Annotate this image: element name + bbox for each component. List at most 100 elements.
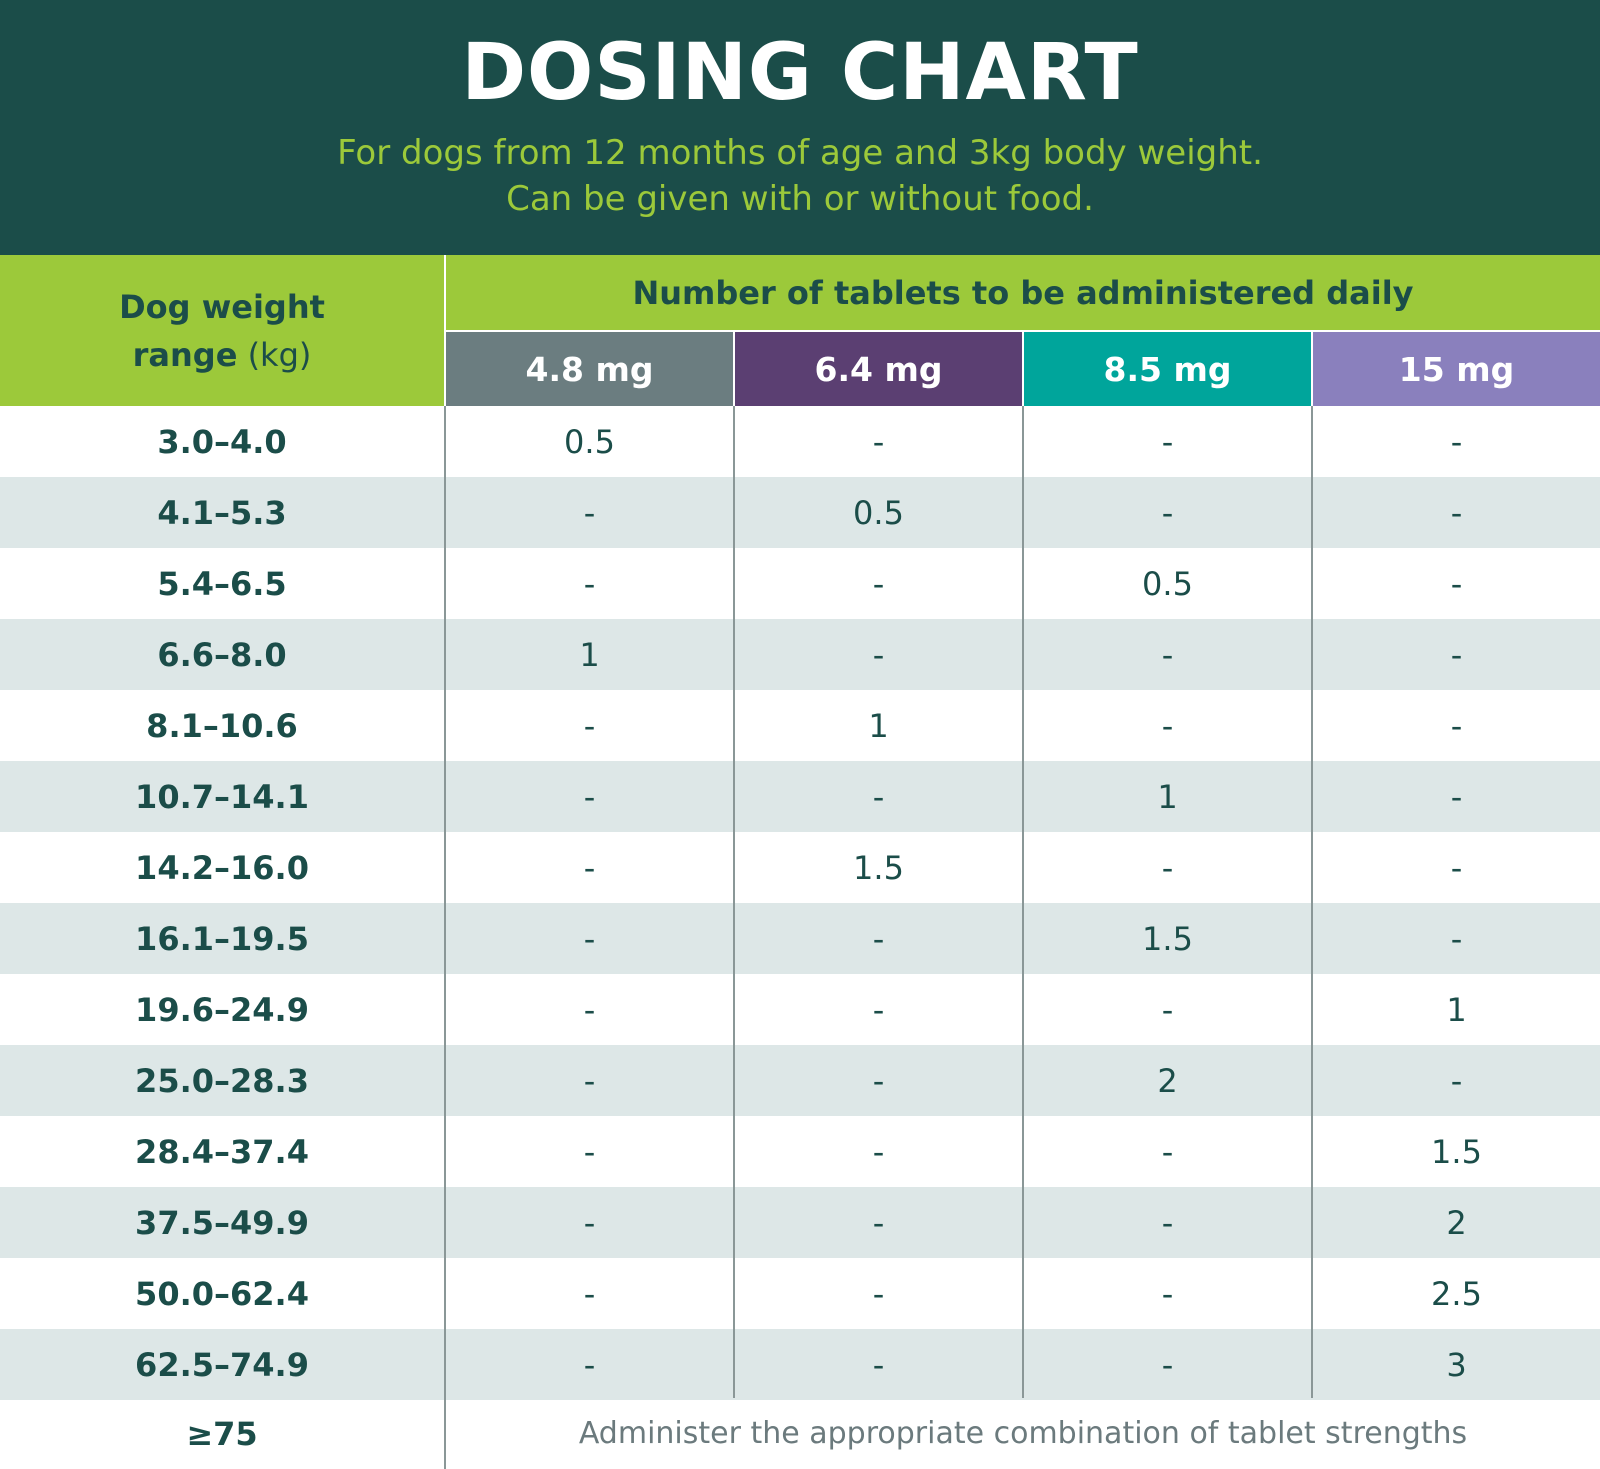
column-divider-2 <box>1022 406 1024 1398</box>
dose-cell: - <box>583 1132 596 1171</box>
table-row: 50.0–62.4 - - - 2.5 <box>0 1258 1600 1329</box>
dose-cell: - <box>872 919 885 958</box>
dose-cell: - <box>1450 1061 1463 1100</box>
table-row: 8.1–10.6 - 1 - - <box>0 690 1600 761</box>
dose-cell: - <box>872 564 885 603</box>
strength-header-1: 4.8 mg <box>446 332 733 406</box>
strength-header-4: 15 mg <box>1313 332 1600 406</box>
strength-header-2: 6.4 mg <box>735 332 1022 406</box>
dose-cell: - <box>872 1132 885 1171</box>
weight-cell: 16.1–19.5 <box>135 919 309 958</box>
dose-cell: - <box>1161 1345 1174 1384</box>
dose-cell: - <box>583 1274 596 1313</box>
weight-cell: 28.4–37.4 <box>135 1132 309 1171</box>
dose-cell: 0.5 <box>564 422 615 461</box>
header-divider <box>444 255 446 406</box>
dose-cell: - <box>1161 493 1174 532</box>
table-row: 25.0–28.3 - - 2 - <box>0 1045 1600 1116</box>
dose-cell: 2.5 <box>1431 1274 1482 1313</box>
dose-cell: - <box>1161 1132 1174 1171</box>
dose-cell: 3 <box>1446 1345 1467 1384</box>
dose-cell: - <box>1450 422 1463 461</box>
dose-cell: - <box>1161 422 1174 461</box>
weight-cell: 14.2–16.0 <box>135 848 309 887</box>
dose-cell: - <box>583 1203 596 1242</box>
dose-cell: 1 <box>868 706 889 745</box>
weight-cell: 62.5–74.9 <box>135 1345 309 1384</box>
dose-cell: 1 <box>1446 990 1467 1029</box>
dose-cell: - <box>1450 493 1463 532</box>
table-row-last: ≥75 Administer the appropriate combinati… <box>0 1398 1600 1469</box>
dose-cell: - <box>1450 777 1463 816</box>
weight-cell: 19.6–24.9 <box>135 990 309 1029</box>
dose-cell: - <box>1450 564 1463 603</box>
weight-range-header: Dog weight range (kg) <box>0 255 444 406</box>
weight-header-range: range <box>132 335 238 374</box>
dose-cell: - <box>1161 848 1174 887</box>
weight-header-line1: Dog weight <box>119 287 325 326</box>
dose-cell: - <box>583 777 596 816</box>
table-row: 6.6–8.0 1 - - - <box>0 619 1600 690</box>
weight-cell: 5.4–6.5 <box>157 564 287 603</box>
dose-cell: - <box>1161 990 1174 1029</box>
subtitle-food: Can be given with or without food. <box>506 179 1094 219</box>
weight-cell: 50.0–62.4 <box>135 1274 309 1313</box>
table-row: 19.6–24.9 - - - 1 <box>0 974 1600 1045</box>
dose-cell: - <box>1161 1274 1174 1313</box>
dose-cell: - <box>872 777 885 816</box>
dose-cell: - <box>583 919 596 958</box>
dose-cell: 1.5 <box>1142 919 1193 958</box>
weight-cell: 6.6–8.0 <box>157 635 287 674</box>
weight-cell: ≥75 <box>186 1414 258 1453</box>
dose-cell: - <box>1450 848 1463 887</box>
table-row: 10.7–14.1 - - 1 - <box>0 761 1600 832</box>
weight-column-divider <box>444 406 446 1469</box>
strength-header-3: 8.5 mg <box>1024 332 1311 406</box>
dose-cell: - <box>872 1274 885 1313</box>
weight-cell: 3.0–4.0 <box>157 422 287 461</box>
dose-cell: 1 <box>579 635 600 674</box>
tablets-header: Number of tablets to be administered dai… <box>446 255 1600 330</box>
table-row: 3.0–4.0 0.5 - - - <box>0 406 1600 477</box>
dose-cell: - <box>1450 919 1463 958</box>
dose-cell: - <box>583 990 596 1029</box>
dose-cell: 0.5 <box>1142 564 1193 603</box>
dose-cell: 0.5 <box>853 493 904 532</box>
dose-cell: - <box>583 706 596 745</box>
dose-cell: - <box>872 1203 885 1242</box>
dose-cell: 1.5 <box>853 848 904 887</box>
dose-cell: - <box>872 422 885 461</box>
dose-cell: - <box>872 1061 885 1100</box>
chart-header: DOSING CHART For dogs from 12 months of … <box>0 0 1600 255</box>
dose-cell: 2 <box>1446 1203 1467 1242</box>
dose-cell: - <box>583 1061 596 1100</box>
dose-cell: - <box>583 493 596 532</box>
dose-cell: - <box>1450 635 1463 674</box>
weight-cell: 25.0–28.3 <box>135 1061 309 1100</box>
subtitle-age-weight: For dogs from 12 months of age and 3kg b… <box>337 133 1263 173</box>
dose-cell: - <box>872 1345 885 1384</box>
dose-cell: - <box>583 1345 596 1384</box>
weight-cell: 4.1–5.3 <box>157 493 287 532</box>
dose-cell: - <box>1161 1203 1174 1242</box>
weight-header-unit: (kg) <box>247 335 312 374</box>
dose-cell: - <box>1161 635 1174 674</box>
page-title: DOSING CHART <box>461 28 1139 118</box>
table-row: 14.2–16.0 - 1.5 - - <box>0 832 1600 903</box>
dose-cell: - <box>583 848 596 887</box>
dose-cell: - <box>583 564 596 603</box>
table-row: 28.4–37.4 - - - 1.5 <box>0 1116 1600 1187</box>
dose-cell: - <box>872 635 885 674</box>
dose-cell: - <box>1450 706 1463 745</box>
table-row: 37.5–49.9 - - - 2 <box>0 1187 1600 1258</box>
dose-cell: 2 <box>1157 1061 1178 1100</box>
table-row: 5.4–6.5 - - 0.5 - <box>0 548 1600 619</box>
dose-cell: - <box>1161 706 1174 745</box>
combination-note: Administer the appropriate combination o… <box>578 1416 1468 1451</box>
dose-cell: 1 <box>1157 777 1178 816</box>
weight-cell: 37.5–49.9 <box>135 1203 309 1242</box>
table-row: 16.1–19.5 - - 1.5 - <box>0 903 1600 974</box>
table-row: 62.5–74.9 - - - 3 <box>0 1329 1600 1400</box>
dose-cell: - <box>872 990 885 1029</box>
table-row: 4.1–5.3 - 0.5 - - <box>0 477 1600 548</box>
